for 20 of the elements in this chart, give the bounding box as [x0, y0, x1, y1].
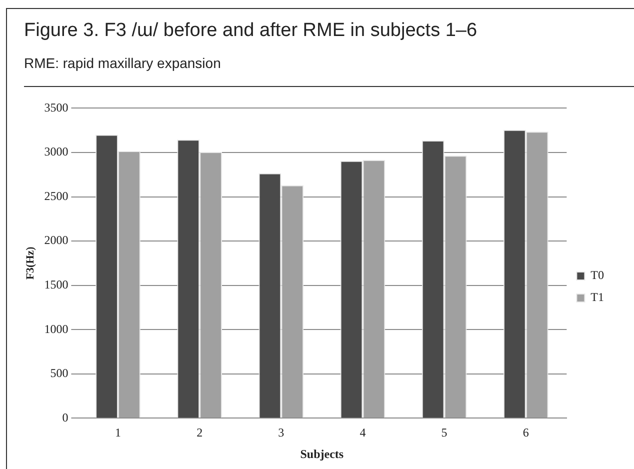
y-tick-label: 0: [62, 410, 68, 424]
y-axis-title: F3(Hz): [24, 246, 36, 280]
x-axis-title: Subjects: [300, 446, 344, 461]
legend-label: T0: [590, 268, 604, 282]
legend-label: T1: [590, 290, 604, 304]
x-tick-label: 2: [196, 426, 203, 440]
x-tick-label: 3: [278, 426, 284, 440]
y-tick-label: 500: [50, 366, 68, 380]
x-tick-label: 1: [114, 426, 121, 440]
y-tick-label: 3000: [44, 144, 68, 159]
x-tick-label: 4: [360, 426, 366, 440]
chart-subtitle: RME: rapid maxillary expansion: [24, 55, 221, 71]
x-tick-label: 6: [522, 426, 529, 440]
y-tick-label: 2000: [44, 233, 68, 248]
y-tick-label: 3500: [44, 100, 68, 114]
y-tick-label: 1500: [44, 278, 68, 292]
y-tick-label: 1000: [44, 322, 68, 336]
chart-title: Figure 3. F3 /ɯ/ before and after RME in subjects 1–6: [24, 20, 478, 42]
y-tick-label: 2500: [44, 188, 68, 203]
x-tick-label: 5: [441, 426, 448, 440]
